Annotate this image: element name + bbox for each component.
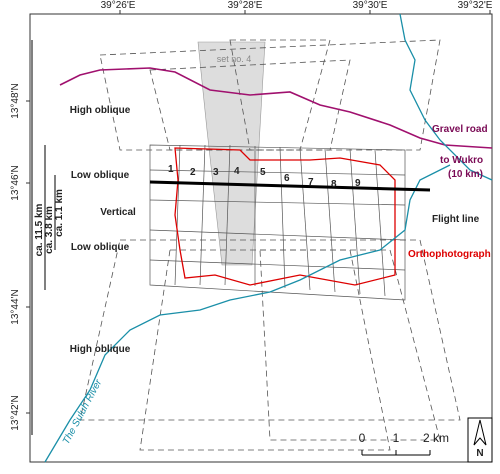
north-frame — [467, 417, 493, 463]
photo-number: 6 — [284, 173, 290, 184]
photo-number: 9 — [355, 178, 361, 189]
zone-label: Vertical — [100, 207, 136, 218]
zone-label: Low oblique — [71, 170, 130, 181]
lat-label: 13°48'N — [10, 83, 21, 118]
lat-label: 13°44'N — [10, 289, 21, 324]
photo-number: 5 — [260, 167, 266, 178]
lat-label: 13°42'N — [10, 395, 21, 430]
river — [44, 164, 451, 463]
lon-label: 39°30'E — [353, 0, 388, 11]
scale-label: 2 km — [423, 431, 449, 445]
ticks — [26, 10, 491, 414]
photo-number: 3 — [213, 167, 219, 178]
scale-bar — [361, 450, 431, 456]
zone-label: High oblique — [70, 344, 131, 355]
photo-footprints — [149, 144, 406, 301]
scale-label: 0 — [359, 431, 366, 445]
river — [399, 13, 493, 181]
lon-label: 39°26'E — [101, 0, 136, 11]
road-label: to Wukro — [440, 155, 483, 166]
lat-label: 13°46'N — [10, 165, 21, 200]
road-label: (10 km) — [448, 169, 483, 180]
lon-label: 39°28'E — [228, 0, 263, 11]
zone-label: Low oblique — [71, 242, 130, 253]
set-label: set no. 4 — [217, 54, 252, 64]
photo-number: 2 — [190, 167, 196, 178]
zone-label: High oblique — [70, 105, 131, 116]
road — [59, 67, 493, 149]
lon-label: 39°32'E — [458, 0, 493, 11]
extent-label: ca. 3.8 km — [44, 206, 55, 254]
flight-line-label: Flight line — [432, 214, 480, 225]
scale-label: 1 — [393, 431, 400, 445]
photo-number: 4 — [234, 166, 240, 177]
extent-bars — [31, 40, 56, 435]
photo-set — [197, 41, 266, 266]
extent-label: ca. 11.5 km — [34, 203, 45, 256]
north-label: N — [476, 448, 483, 459]
orthophoto-outline — [174, 147, 396, 286]
photo-numbers: 1 2 3 4 5 6 7 8 9 — [168, 164, 361, 190]
photo-number: 7 — [308, 177, 314, 188]
photo-number: 8 — [331, 179, 337, 190]
orthophoto-label: Orthophotograph — [408, 249, 491, 260]
photo-number: 1 — [168, 164, 174, 175]
north-arrow — [473, 419, 487, 446]
road-label: Gravel road — [432, 124, 488, 135]
flight-line — [149, 180, 431, 192]
extent-label: ca. 1.1 km — [54, 189, 65, 237]
